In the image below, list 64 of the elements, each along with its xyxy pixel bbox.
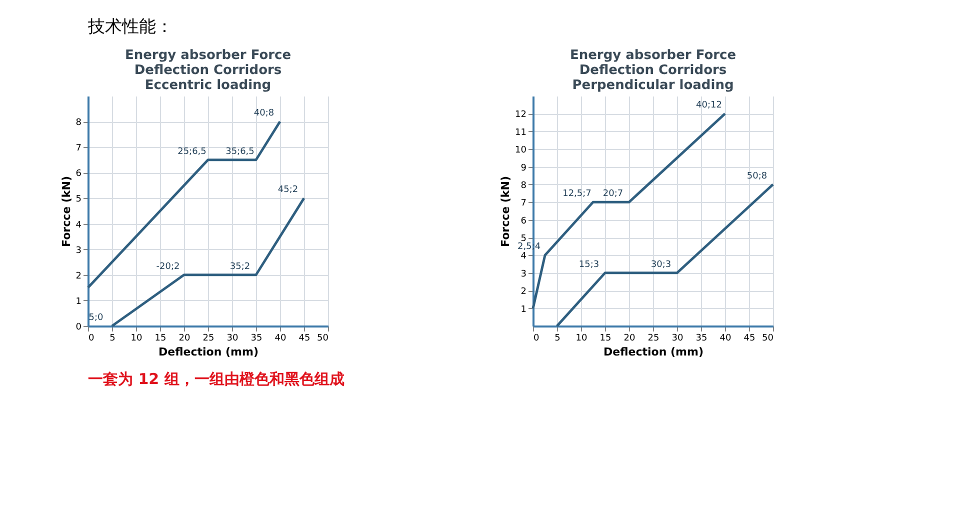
annotation: 25;6,5 [178, 146, 206, 157]
y-tick-label: 1 [76, 296, 82, 307]
y-tick-label: 11 [515, 128, 526, 138]
annotation: 35;6,5 [226, 146, 254, 157]
y-tick-label: 5 [76, 194, 82, 205]
y-tick-label: 12 [515, 110, 526, 120]
x-tick-label: 20 [624, 334, 636, 344]
annotation: 40;8 [254, 108, 274, 119]
y-tick-label: 3 [76, 246, 82, 256]
annotation: 45;2 [278, 185, 298, 196]
x-tick-label: 30 [672, 334, 684, 344]
y-tick-label: 10 [515, 146, 527, 156]
y-axis-title: Forcce (kN) [60, 176, 73, 247]
annotation: 35;2 [230, 262, 250, 272]
x-tick-label: 50 [317, 334, 329, 344]
y-tick-label: 1 [520, 304, 526, 315]
annotation: 50;8 [746, 171, 768, 182]
text: 一套为 12 组，一组由橙色和黑色组成 [88, 370, 344, 388]
y-tick-label: 2 [76, 271, 82, 282]
text: 技术性能： [87, 17, 173, 37]
x-axis-title: Deflection (mm) [604, 346, 704, 358]
x-tick-label: 40 [720, 334, 732, 344]
x-tick-label: 0 [534, 334, 540, 344]
y-tick-label: 4 [520, 252, 527, 262]
y-tick-label: 5 [520, 234, 526, 244]
y-tick-label: 6 [76, 169, 82, 180]
x-tick-label: 15 [600, 334, 612, 344]
annotation: 15;3 [578, 260, 600, 270]
y-tick-label: 6 [520, 216, 527, 226]
x-tick-label: 25 [648, 334, 660, 344]
chart-title: Energy absorber Force Deflection Corridors Eccentric loading [124, 48, 292, 93]
y-tick-label: 7 [76, 144, 82, 154]
x-axis-title: Deflection (mm) [158, 346, 258, 358]
x-tick-label: 10 [576, 334, 588, 344]
y-tick-label: 0 [76, 322, 82, 332]
annotation: 12,5;7 [562, 189, 592, 200]
x-tick-label: 15 [154, 334, 166, 344]
y-tick-label: 8 [520, 180, 527, 191]
y-axis-title: Forcce (kN) [499, 176, 512, 247]
x-tick-label: 45 [298, 334, 310, 344]
x-tick-label: 5 [110, 334, 116, 344]
x-tick-label: 20 [178, 334, 190, 344]
annotation: 30;3 [650, 260, 672, 270]
x-tick-label: 50 [762, 334, 774, 344]
annotation: 40;12 [696, 100, 722, 111]
chart-title: Energy absorber Force Deflection Corridors Perpendicular loading [570, 48, 736, 93]
y-tick-label: 7 [520, 198, 526, 209]
annotation: 20;7 [602, 189, 624, 200]
x-tick-label: 25 [202, 334, 214, 344]
x-tick-label: 0 [88, 334, 94, 344]
annotation: 5;0 [88, 313, 104, 323]
y-tick-label: 4 [76, 220, 82, 230]
y-tick-label: 2 [520, 287, 526, 298]
x-tick-label: 10 [130, 334, 142, 344]
y-tick-label: 3 [520, 269, 526, 280]
x-tick-label: 40 [274, 334, 286, 344]
x-tick-label: 30 [226, 334, 238, 344]
y-tick-label: 8 [76, 118, 82, 128]
x-tick-label: 35 [696, 334, 708, 344]
x-tick-label: 35 [250, 334, 262, 344]
x-tick-label: 5 [554, 334, 560, 344]
x-tick-label: 45 [744, 334, 756, 344]
annotation: -20;2 [156, 262, 180, 272]
y-tick-label: 9 [520, 163, 527, 174]
